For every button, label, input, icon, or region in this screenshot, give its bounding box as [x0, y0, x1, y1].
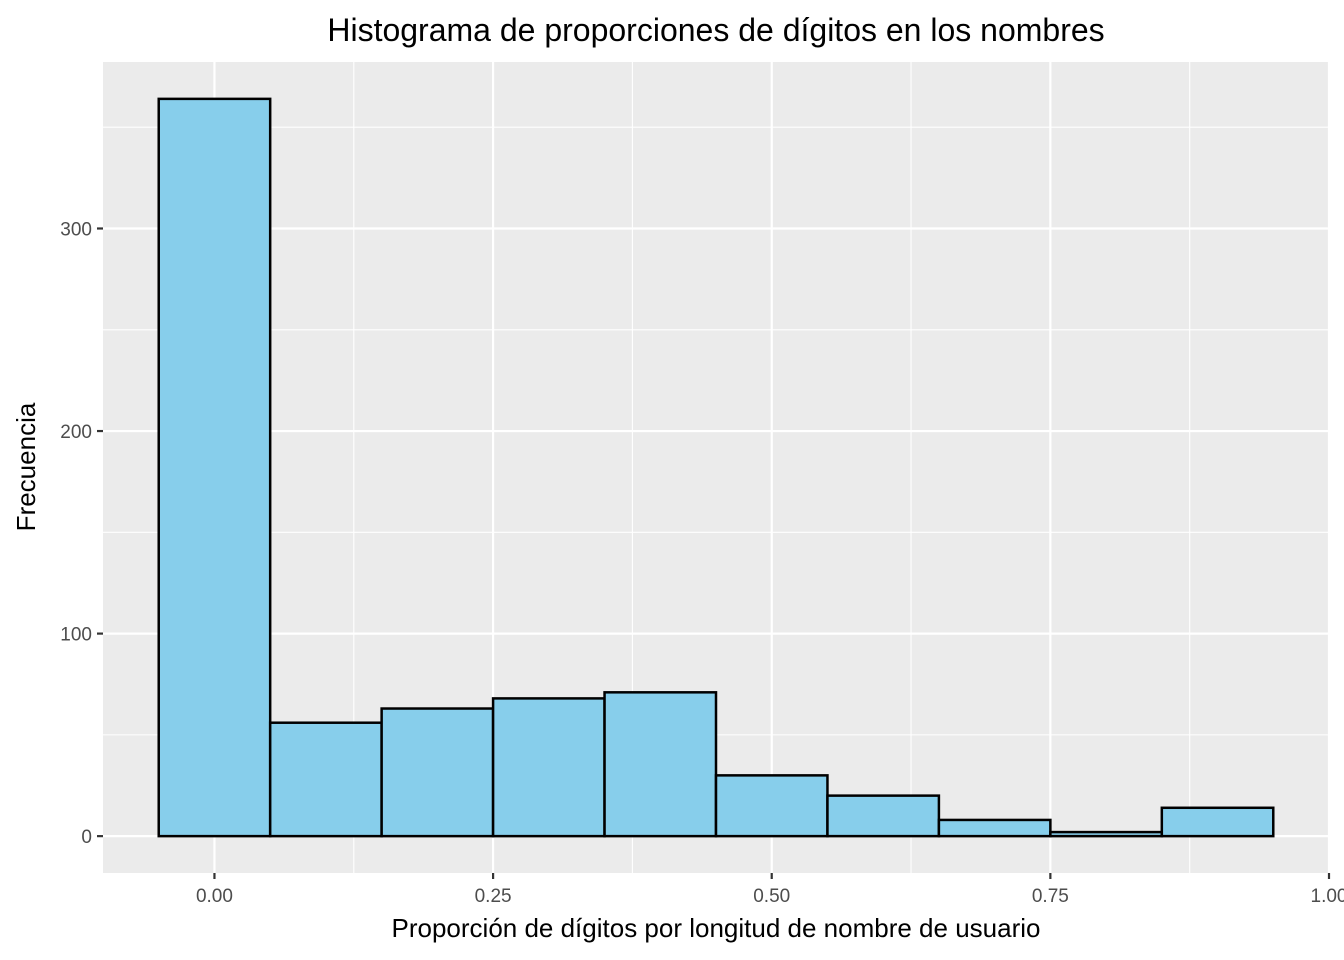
x-tick-label: 0.50 [753, 886, 790, 907]
histogram-bar [491, 697, 606, 838]
y-axis-title: Frecuencia [11, 402, 41, 531]
y-tick-label: 0 [81, 827, 92, 848]
histogram-bar [826, 794, 941, 838]
histogram-bar [268, 721, 383, 838]
histogram-bar [1160, 806, 1275, 838]
x-tick-label: 0.75 [1032, 886, 1069, 907]
x-tick-label: 0.25 [475, 886, 512, 907]
chart-title: Histograma de proporciones de dígitos en… [327, 12, 1104, 48]
x-axis: 0.00 0.25 0.50 0.75 1.00 [196, 873, 1344, 907]
y-tick-label: 200 [60, 422, 92, 443]
x-tick-label: 0.00 [196, 886, 233, 907]
y-tick-label: 100 [60, 625, 92, 646]
x-tick-label: 1.00 [1311, 886, 1344, 907]
histogram-bar [714, 774, 829, 838]
minor-gridlines [103, 62, 1329, 873]
histogram-bar [1049, 830, 1164, 838]
histogram-bars [157, 97, 1275, 838]
x-axis-title: Proporción de dígitos por longitud de no… [392, 913, 1041, 943]
histogram-bar [937, 818, 1052, 838]
histogram-bar [157, 97, 272, 838]
y-axis: 0 100 200 300 [60, 219, 103, 848]
histogram-bar [380, 707, 495, 838]
y-tick-label: 300 [60, 219, 92, 240]
histogram-bar [603, 691, 718, 838]
